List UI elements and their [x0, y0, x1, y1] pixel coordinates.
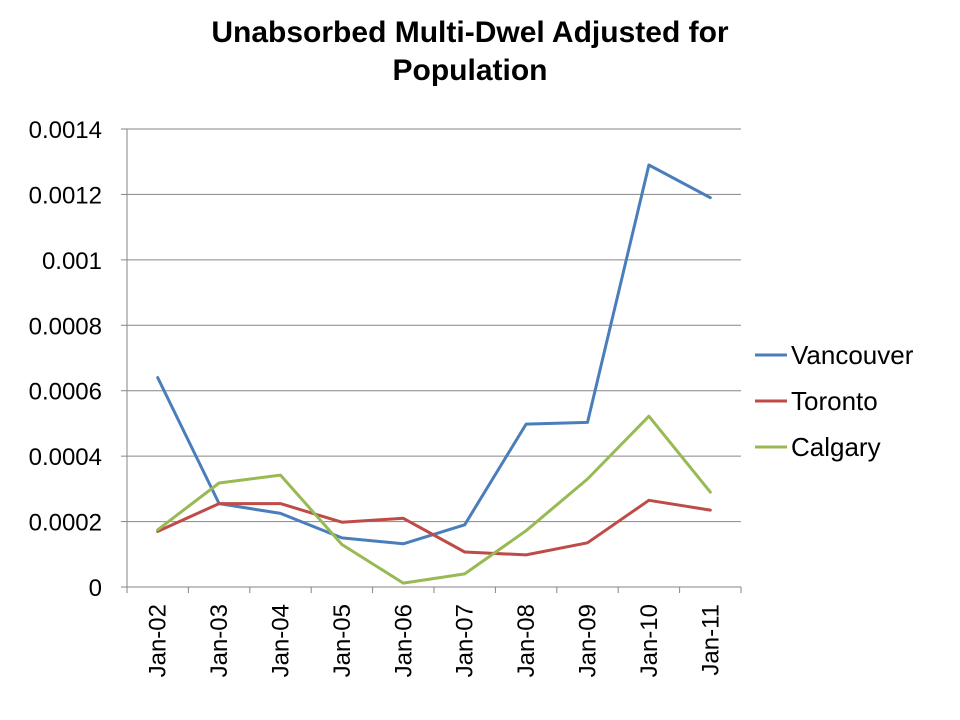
x-tick-label: Jan-07 — [452, 604, 479, 677]
y-axis-ticks: 0 0.0002 0.0004 0.0006 0.0008 0.001 0.0012 0.00… — [29, 117, 127, 602]
series-line-toronto — [156, 498, 712, 557]
legend-label-vancouver: Vancouver — [791, 340, 914, 370]
y-tick-label: 0.0006 — [29, 379, 102, 406]
chart-title-line-1: Unabsorbed Multi-Dwel Adjusted for — [211, 16, 729, 49]
legend-label-toronto: Toronto — [791, 386, 878, 416]
x-tick-label: Jan-10 — [636, 604, 663, 677]
x-tick-label: Jan-06 — [390, 604, 417, 677]
series-line-calgary — [156, 414, 712, 585]
y-tick-label: 0 — [89, 575, 102, 602]
series-lines — [156, 163, 712, 585]
x-tick-label: Jan-02 — [145, 604, 172, 677]
x-tick-label: Jan-03 — [206, 604, 233, 677]
legend: Vancouver Toronto Calgary — [755, 340, 914, 462]
x-tick-label: Jan-04 — [268, 604, 295, 677]
legend-label-calgary: Calgary — [791, 432, 881, 462]
y-tick-label: 0.0014 — [29, 117, 102, 144]
x-tick-label: Jan-09 — [575, 604, 602, 677]
series-line-vancouver — [156, 163, 712, 546]
x-tick-label: Jan-11 — [697, 604, 724, 676]
y-tick-label: 0.0012 — [29, 182, 102, 209]
gridlines — [127, 128, 741, 523]
x-tick-label: Jan-05 — [329, 604, 356, 677]
chart-title-line-2: Population — [392, 54, 548, 87]
y-tick-label: 0.0002 — [29, 510, 102, 537]
y-tick-label: 0.001 — [42, 248, 102, 275]
x-axis-ticks: Jan-02 Jan-03 Jan-04 Jan-05 Jan-06 Jan-07 Jan-… — [126, 587, 742, 677]
y-tick-label: 0.0008 — [29, 313, 102, 340]
chart-title: Unabsorbed Multi-Dwel Adjusted for Popul… — [0, 14, 940, 90]
x-tick-label: Jan-08 — [513, 604, 540, 677]
y-tick-label: 0.0004 — [29, 444, 102, 471]
axes — [126, 129, 741, 588]
